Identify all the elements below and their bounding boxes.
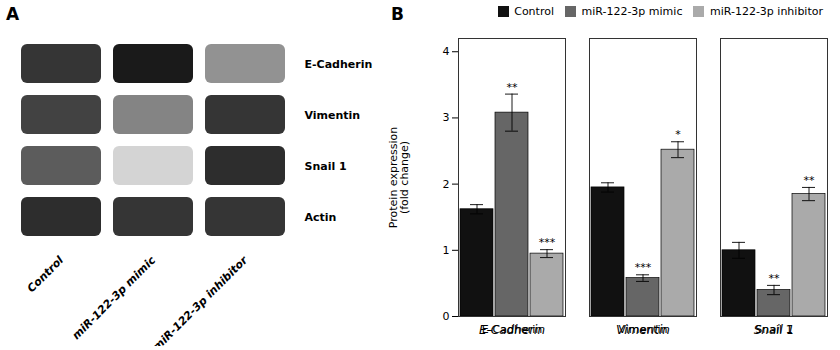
svg-text:4: 4 [443,45,450,58]
svg-text:**: ** [507,81,519,94]
svg-text:Vimentin: Vimentin [616,323,670,337]
svg-text:0: 0 [443,310,450,323]
html-text:miR-122-3p inhibitor: miR-122-3p inhibitor [710,4,823,18]
svg-text:2: 2 [443,178,450,191]
svg-text:miR-122-3p mimic: miR-122-3p mimic [70,253,159,342]
html-text:B: B [391,4,404,24]
svg-text:miR-122-3p inhibitor: miR-122-3p inhibitor [150,253,250,346]
svg-text:1: 1 [443,244,450,257]
svg-text:Snail 1: Snail 1 [754,323,795,337]
svg-text:*: * [675,128,681,141]
svg-text:Protein expression(fold change: Protein expression(fold change) [387,127,411,228]
svg-text:**: ** [769,272,781,285]
svg-text:E-Cadherin: E-Cadherin [305,58,373,71]
svg-text:***: *** [539,236,556,249]
svg-text:Vimentin: Vimentin [305,109,361,122]
svg-text:E-Cadherin: E-Cadherin [479,323,545,337]
html-text:Control: Control [514,4,554,18]
svg-text:**: ** [804,174,816,187]
html-text:A: A [6,4,20,24]
svg-text:Snail 1: Snail 1 [305,160,347,173]
svg-text:Control: Control [25,254,67,296]
svg-text:3: 3 [443,111,450,124]
svg-text:Actin: Actin [305,211,337,224]
html-text:miR-122-3p mimic: miR-122-3p mimic [581,4,683,18]
svg-text:***: *** [635,261,652,274]
